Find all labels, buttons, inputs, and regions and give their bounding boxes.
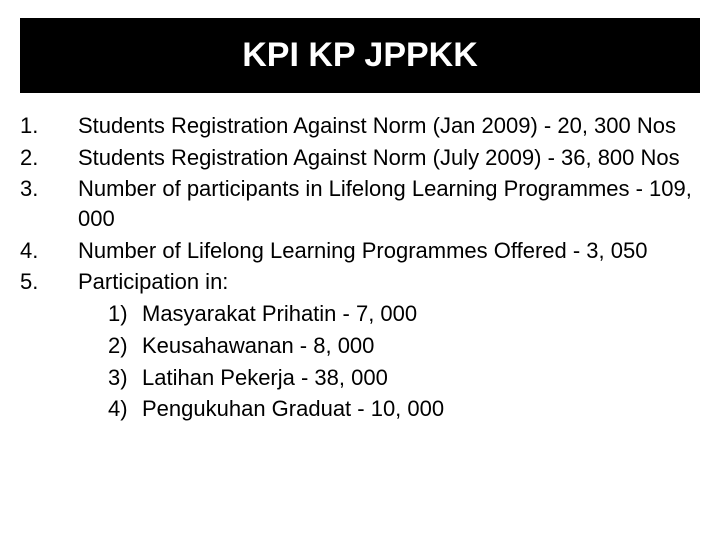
sub-list: 1) Masyarakat Prihatin - 7, 000 2) Keusa… (78, 299, 700, 424)
item-number: 2. (20, 143, 78, 173)
list-item: 3. Number of participants in Lifelong Le… (20, 174, 700, 233)
item-text: Number of participants in Lifelong Learn… (78, 174, 700, 233)
sub-item-text: Pengukuhan Graduat - 10, 000 (142, 394, 700, 424)
list-item: 1. Students Registration Against Norm (J… (20, 111, 700, 141)
list-item: 5. Participation in: (20, 267, 700, 297)
sub-item-number: 1) (108, 299, 142, 329)
sub-item-text: Keusahawanan - 8, 000 (142, 331, 700, 361)
item-number: 5. (20, 267, 78, 297)
item-number: 3. (20, 174, 78, 233)
sub-item-text: Masyarakat Prihatin - 7, 000 (142, 299, 700, 329)
sub-item-number: 3) (108, 363, 142, 393)
slide-body: 1. Students Registration Against Norm (J… (20, 111, 700, 424)
list-item: 4. Number of Lifelong Learning Programme… (20, 236, 700, 266)
item-text: Number of Lifelong Learning Programmes O… (78, 236, 700, 266)
sub-list-item: 3) Latihan Pekerja - 38, 000 (78, 363, 700, 393)
list-item: 2. Students Registration Against Norm (J… (20, 143, 700, 173)
item-text: Participation in: (78, 267, 700, 297)
slide-title: KPI KP JPPKK (20, 18, 700, 93)
sub-item-text: Latihan Pekerja - 38, 000 (142, 363, 700, 393)
item-number: 1. (20, 111, 78, 141)
sub-list-item: 2) Keusahawanan - 8, 000 (78, 331, 700, 361)
sub-item-number: 4) (108, 394, 142, 424)
sub-list-item: 1) Masyarakat Prihatin - 7, 000 (78, 299, 700, 329)
item-text: Students Registration Against Norm (Jan … (78, 111, 700, 141)
item-number: 4. (20, 236, 78, 266)
sub-item-number: 2) (108, 331, 142, 361)
sub-list-item: 4) Pengukuhan Graduat - 10, 000 (78, 394, 700, 424)
item-text: Students Registration Against Norm (July… (78, 143, 700, 173)
